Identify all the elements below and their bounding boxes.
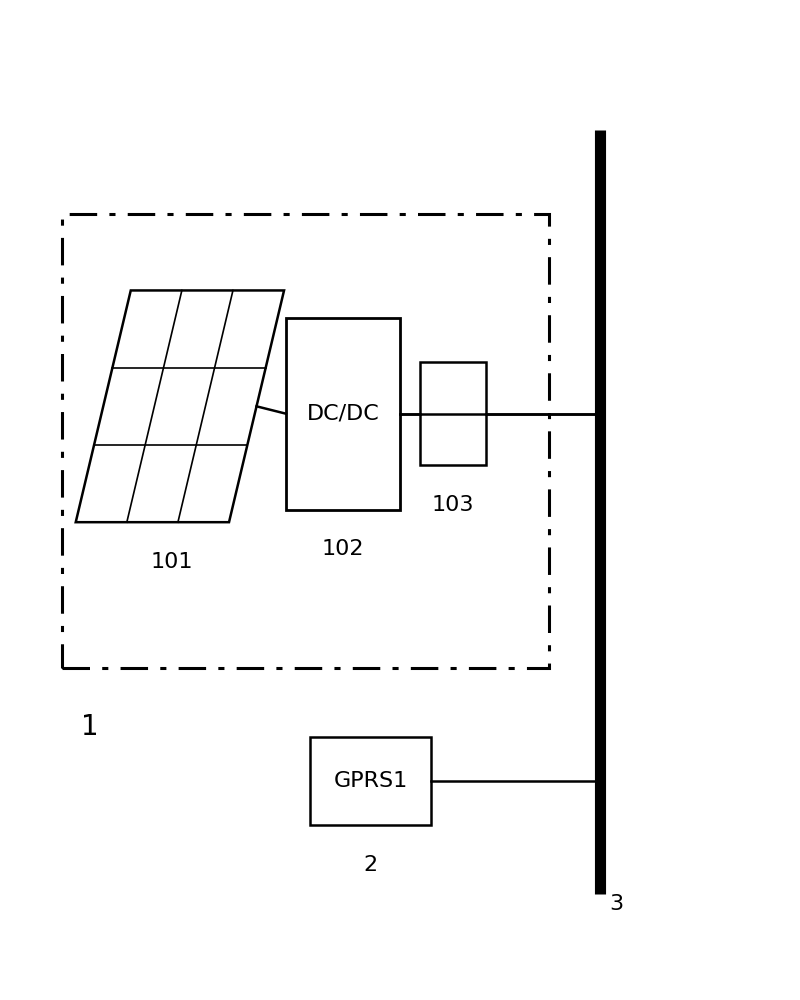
Bar [286, 318, 400, 510]
Text: 2: 2 [363, 855, 378, 875]
Text: 101: 101 [150, 552, 194, 572]
Text: DC/DC: DC/DC [306, 404, 379, 424]
Text: 103: 103 [432, 495, 474, 515]
Text: GPRS1: GPRS1 [334, 771, 408, 791]
Bar [420, 362, 486, 465]
Text: 3: 3 [609, 894, 623, 914]
Text: 1: 1 [81, 713, 98, 741]
Bar [310, 737, 431, 825]
Text: 102: 102 [322, 539, 364, 559]
